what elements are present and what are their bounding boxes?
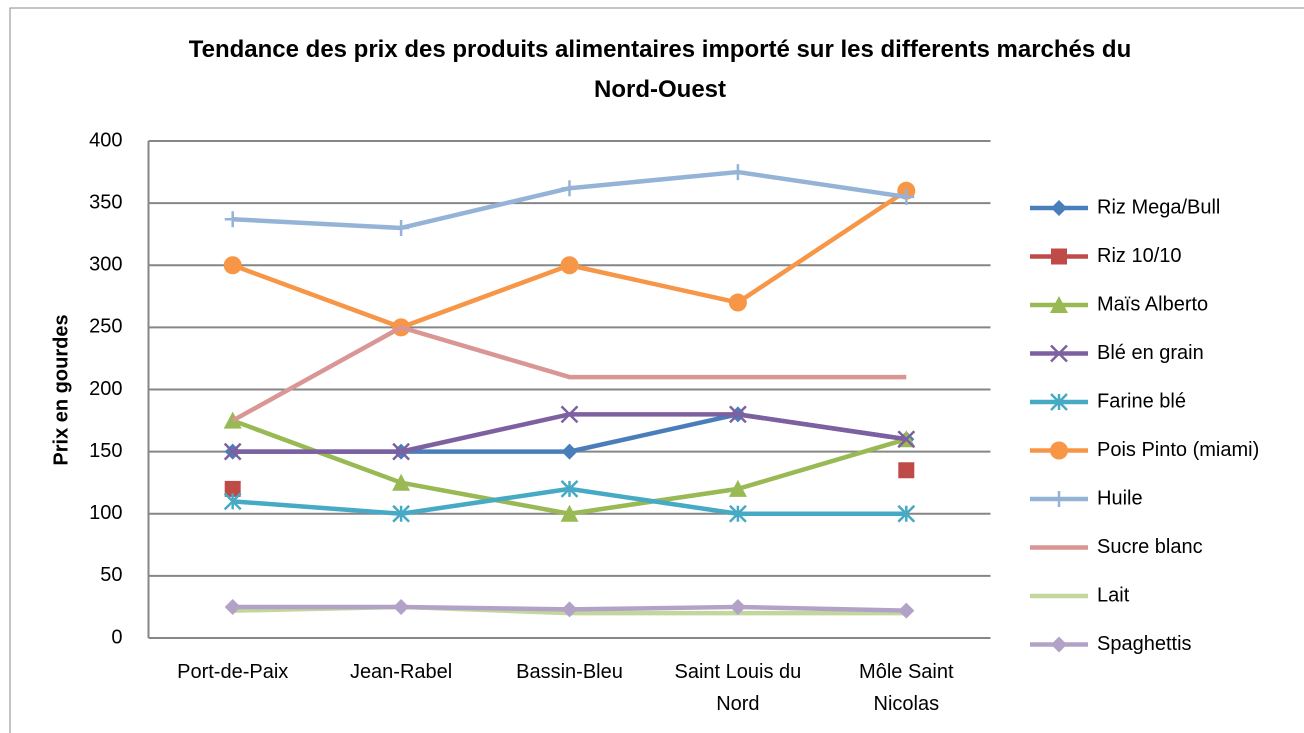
legend-marker [1051, 200, 1067, 216]
legend-label: Huile [1097, 487, 1143, 509]
marker [728, 479, 747, 497]
series-line [231, 325, 907, 423]
y-tick-label: 150 [89, 440, 122, 462]
legend-label: Spaghettis [1097, 633, 1192, 655]
y-tick-label: 300 [89, 254, 122, 276]
legend-label: Sucre blanc [1097, 536, 1203, 558]
marker [560, 256, 579, 275]
marker [224, 598, 241, 615]
chart-title: Tendance des prix des produits alimentai… [188, 36, 1132, 103]
marker [561, 180, 578, 197]
y-tick-label: 250 [89, 316, 122, 338]
legend-marker [1051, 248, 1067, 265]
marker [729, 598, 746, 615]
marker [223, 256, 242, 275]
marker [392, 504, 410, 523]
marker [393, 598, 410, 615]
legend-marker [1050, 441, 1068, 460]
marker [898, 462, 915, 479]
y-tick-label: 350 [89, 191, 122, 213]
marker [560, 405, 579, 424]
marker [560, 504, 579, 522]
marker [223, 492, 242, 511]
x-tick-label: Saint Louis du Nord [674, 661, 802, 715]
marker [392, 442, 410, 461]
y-tick-label: 200 [89, 378, 122, 400]
x-tick-label: Jean-Rabel [349, 661, 453, 683]
legend-label: Riz Mega/Bull [1097, 196, 1220, 218]
marker [393, 219, 410, 236]
marker [223, 442, 242, 461]
x-tick-label: Môle Saint Nicolas [859, 661, 954, 715]
x-tick-label: Port-de-Paix [177, 661, 289, 683]
marker [728, 293, 747, 312]
marker [224, 480, 241, 497]
marker [898, 188, 915, 205]
legend-marker [1051, 491, 1067, 507]
y-axis-label: Prix en gourdes [50, 314, 72, 465]
marker [561, 443, 578, 460]
legend-label: Maïs Alberto [1097, 293, 1208, 315]
y-tick-label: 50 [100, 564, 122, 586]
legend-label: Pois Pinto (miami) [1097, 439, 1259, 461]
marker [224, 211, 241, 228]
y-tick-label: 100 [89, 502, 122, 524]
legend-marker [1050, 344, 1068, 363]
marker [560, 480, 579, 498]
series-line [231, 418, 907, 516]
legend-label: Lait [1097, 584, 1130, 606]
marker [392, 473, 411, 491]
marker [897, 504, 916, 523]
y-tick-label: 0 [111, 626, 122, 648]
marker [561, 601, 578, 618]
marker [729, 504, 747, 523]
legend-label: Riz 10/10 [1097, 245, 1182, 267]
legend-marker [1050, 296, 1068, 313]
marker [898, 602, 915, 619]
legend-marker [1050, 393, 1068, 411]
legend-marker [1051, 636, 1067, 653]
marker [897, 430, 916, 449]
y-tick-label: 400 [89, 129, 122, 151]
legend-label: Farine blé [1097, 390, 1186, 412]
x-tick-label: Bassin-Bleu [516, 661, 623, 683]
legend-label: Blé en grain [1097, 342, 1204, 364]
chart-border [9, 7, 1304, 733]
marker [729, 164, 746, 181]
marker [729, 405, 747, 424]
